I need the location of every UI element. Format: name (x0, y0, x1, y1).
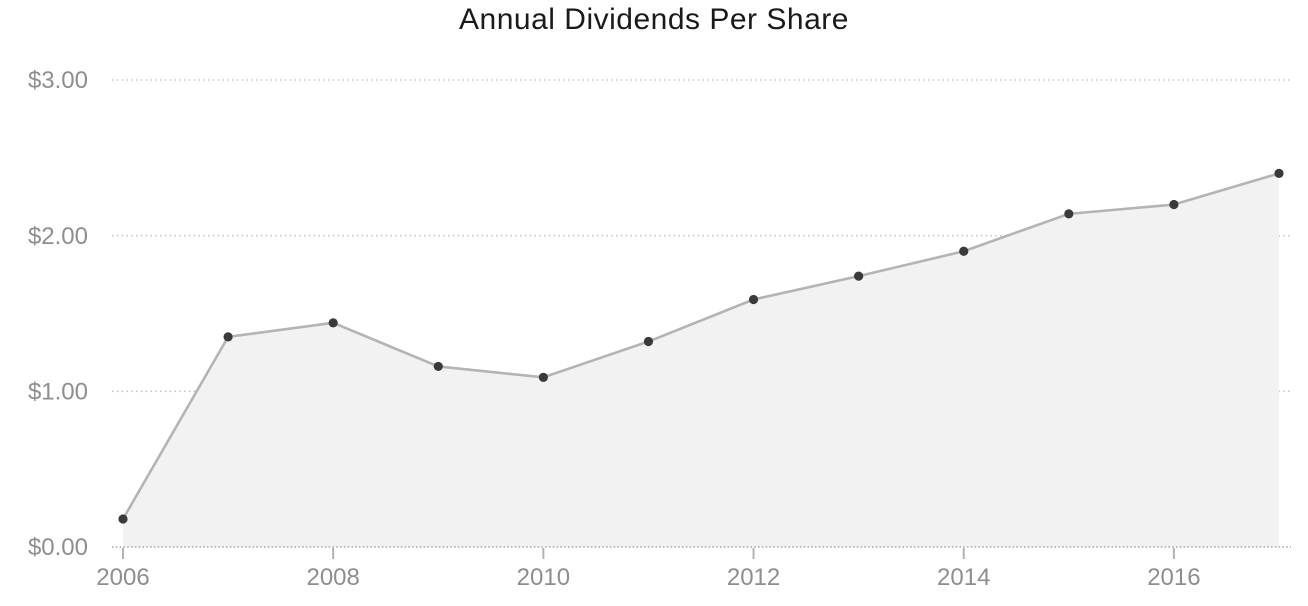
data-point (854, 271, 864, 281)
y-tick-label: $3.00 (28, 67, 88, 94)
x-tick-label: 2012 (727, 564, 780, 591)
y-tick-label: $0.00 (28, 534, 88, 561)
x-tick-label: 2008 (306, 564, 359, 591)
data-point (959, 246, 969, 256)
y-tick-label: $1.00 (28, 378, 88, 405)
y-tick-label: $2.00 (28, 223, 88, 250)
data-point (223, 332, 233, 342)
x-tick-label: 2006 (96, 564, 149, 591)
data-point (1169, 199, 1179, 210)
data-point (748, 294, 759, 305)
x-tick-label: 2014 (937, 564, 990, 591)
data-point (328, 318, 338, 328)
data-point (1274, 168, 1284, 178)
data-point (643, 336, 654, 347)
area-fill (123, 173, 1279, 547)
x-tick-label: 2010 (517, 564, 570, 591)
data-point (1064, 209, 1074, 219)
chart-title: Annual Dividends Per Share (459, 3, 849, 36)
data-point (118, 514, 128, 524)
trend-line (121, 172, 1281, 521)
data-point (538, 372, 548, 382)
data-point (433, 361, 443, 372)
x-tick-label: 2016 (1147, 564, 1200, 591)
